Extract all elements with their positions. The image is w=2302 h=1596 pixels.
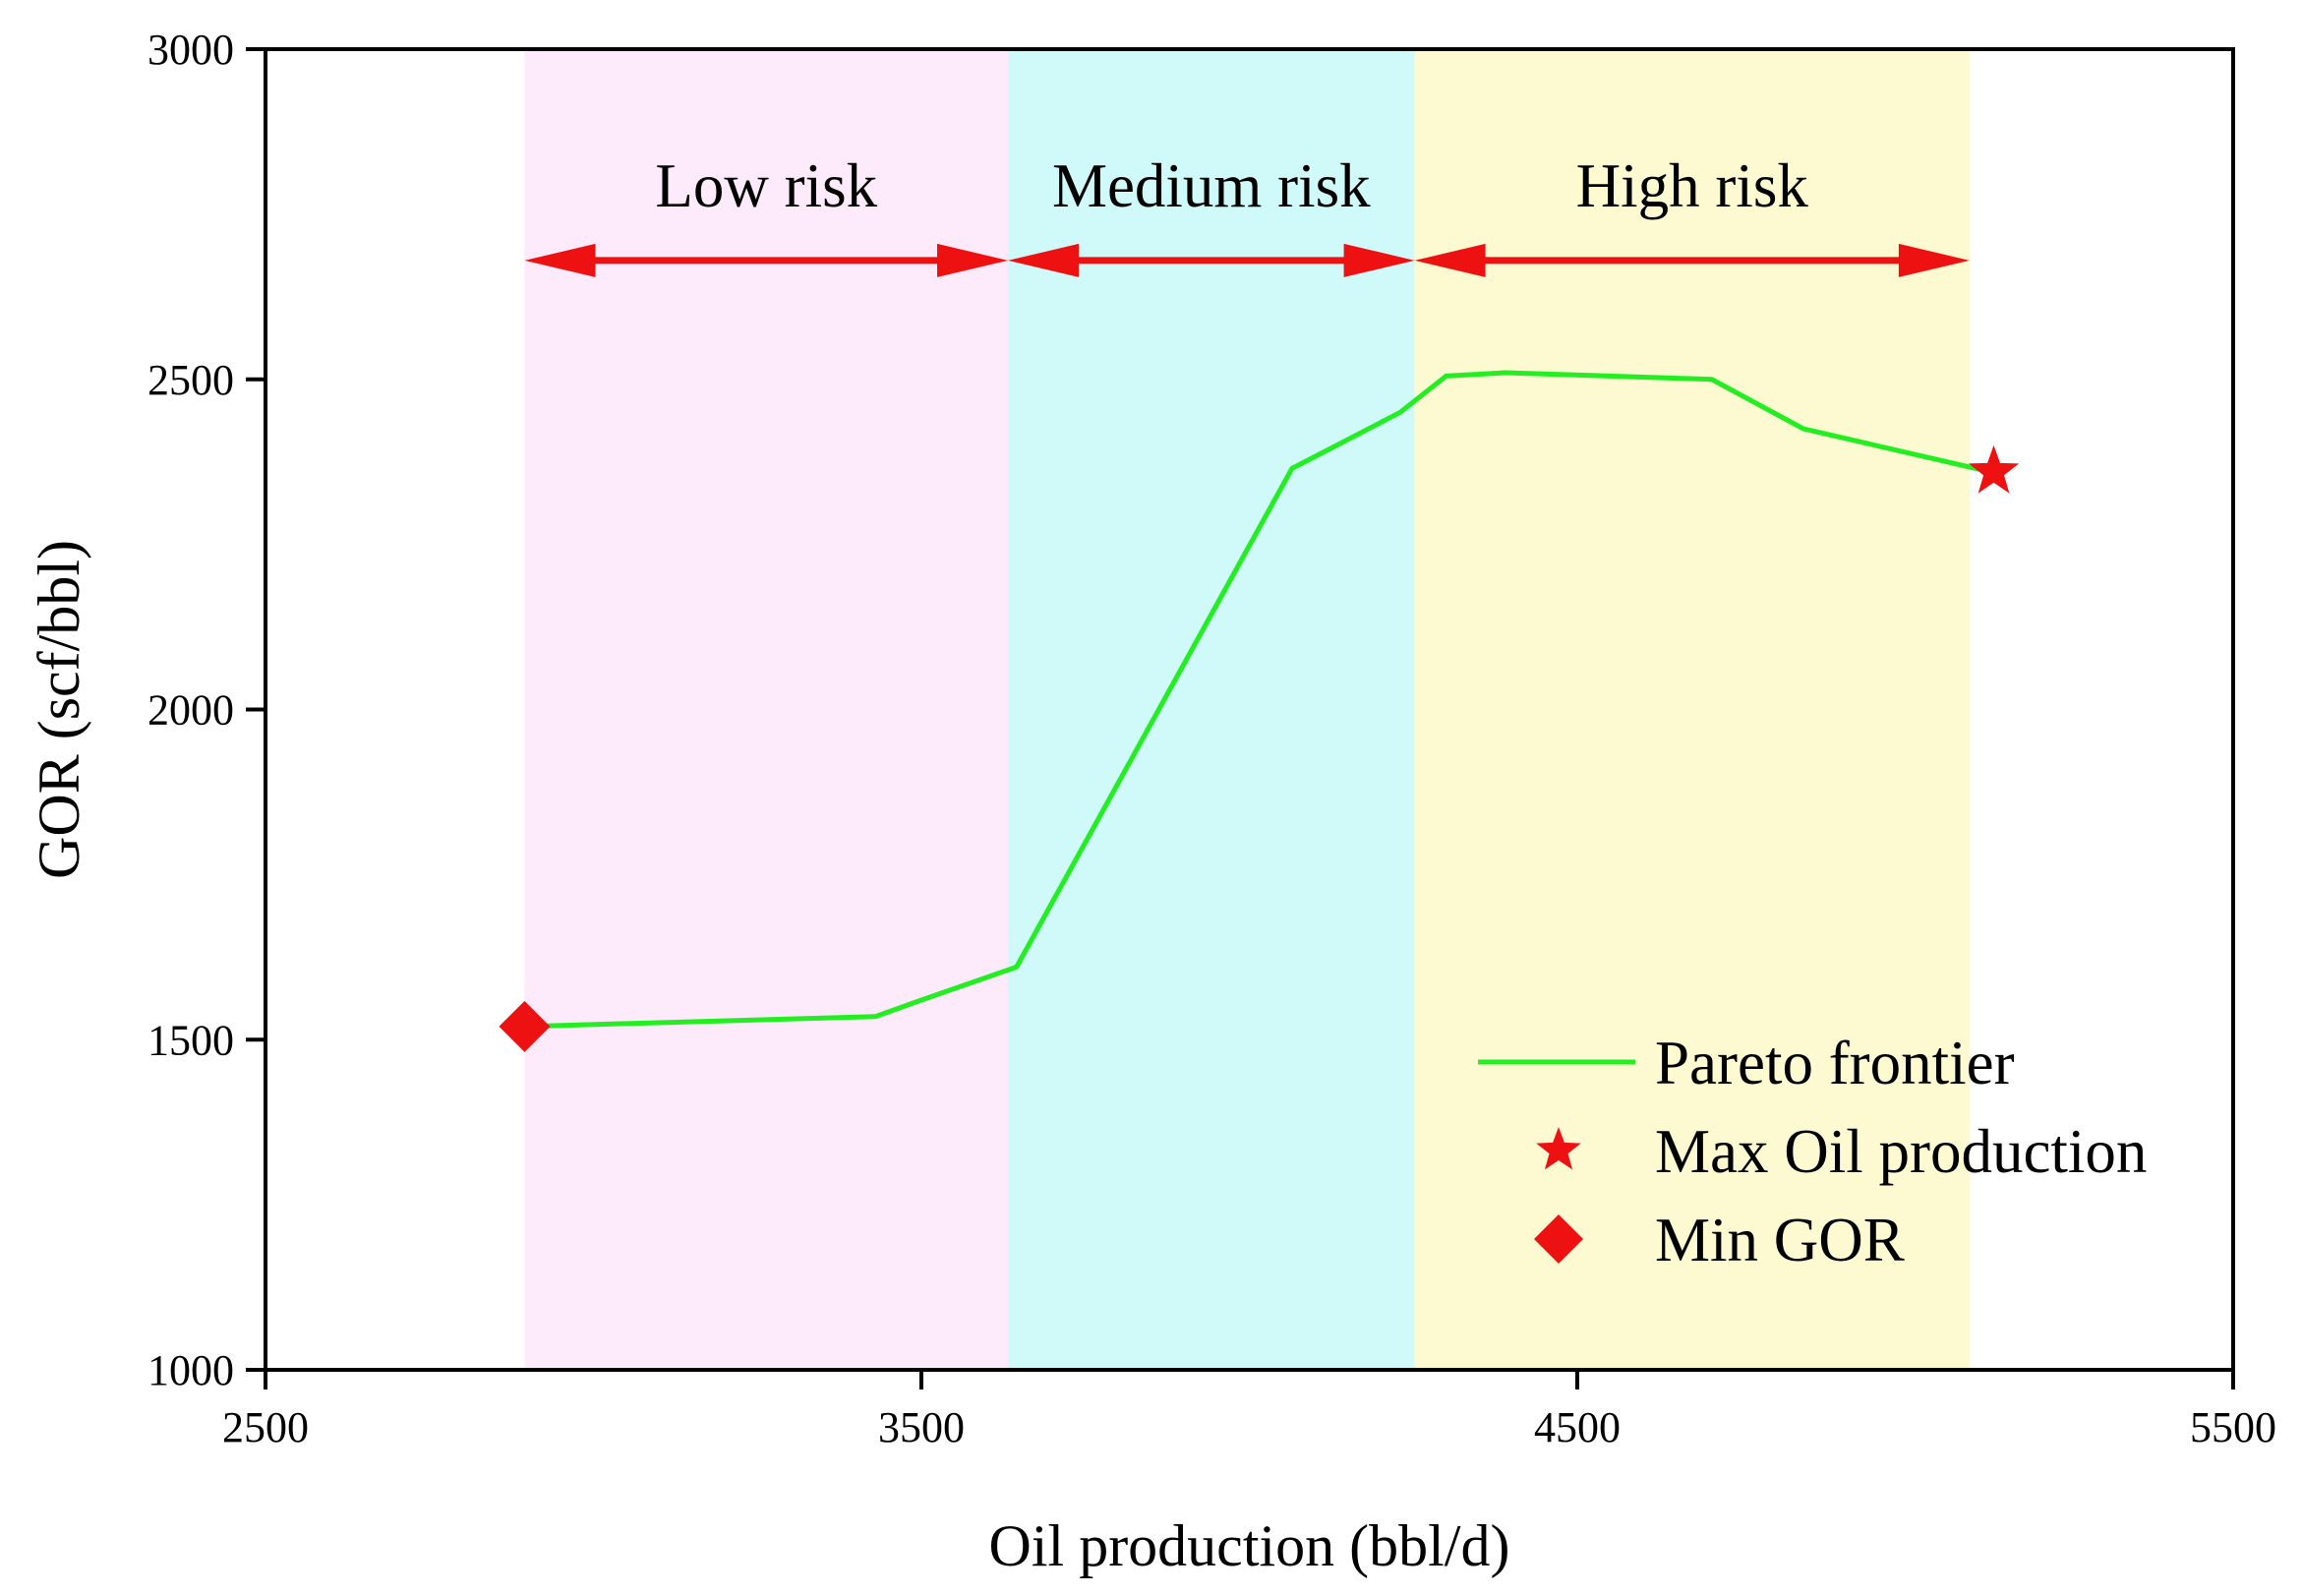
marker-min-gor: [499, 1000, 551, 1052]
risk-band-labels: Low risk Medium risk High risk: [655, 151, 1808, 220]
y-axis-ticks: 1000 1500 2000 2500 3000: [148, 26, 266, 1394]
x-tick-label: 3500: [878, 1403, 965, 1451]
series-layer: [524, 370, 1991, 1030]
risk-band-label-1: Low risk: [655, 151, 877, 220]
risk-arrow-head-left-2: [1008, 243, 1080, 277]
marker-max-oil-production: [1968, 444, 2020, 494]
risk-arrow-head-right-2: [1343, 243, 1415, 277]
legend-swatch-min-gor: [1534, 1214, 1583, 1264]
risk-arrow-head-right-3: [1898, 243, 1970, 277]
y-axis-title: GOR (scf/bbl): [27, 540, 91, 879]
legend-label-pareto-frontier: Pareto frontier: [1655, 1029, 2015, 1097]
risk-arrow-head-left-3: [1414, 243, 1486, 277]
legend: Pareto frontier Max Oil production Min GOR: [1478, 1029, 2147, 1274]
x-tick-label: 2500: [222, 1403, 309, 1451]
legend-swatch-max-oil-production: [1536, 1127, 1581, 1170]
y-tick-label: 2500: [148, 356, 234, 404]
risk-arrows: [524, 243, 1970, 277]
risk-band-1: [524, 49, 1009, 1370]
series-line-pareto-frontier: [524, 370, 1991, 1030]
legend-label-min-gor: Min GOR: [1655, 1206, 1905, 1274]
y-tick-label: 1500: [148, 1016, 234, 1064]
risk-arrow-head-left-1: [524, 243, 596, 277]
y-tick-label: 2000: [148, 686, 234, 735]
y-tick-label: 1000: [148, 1346, 234, 1394]
x-tick-label: 4500: [1534, 1403, 1621, 1451]
markers-layer: [499, 444, 2020, 1052]
risk-band-3: [1414, 49, 1970, 1370]
x-axis-ticks: 2500 3500 4500 5500: [222, 1370, 2276, 1451]
risk-arrow-head-right-1: [937, 243, 1009, 277]
legend-label-max-oil-production: Max Oil production: [1655, 1117, 2147, 1186]
risk-band-label-2: Medium risk: [1052, 151, 1371, 220]
y-tick-label: 3000: [148, 26, 234, 74]
x-tick-label: 5500: [2190, 1403, 2276, 1451]
risk-band-label-3: High risk: [1576, 151, 1809, 220]
x-axis-title: Oil production (bbl/d): [989, 1513, 1510, 1578]
